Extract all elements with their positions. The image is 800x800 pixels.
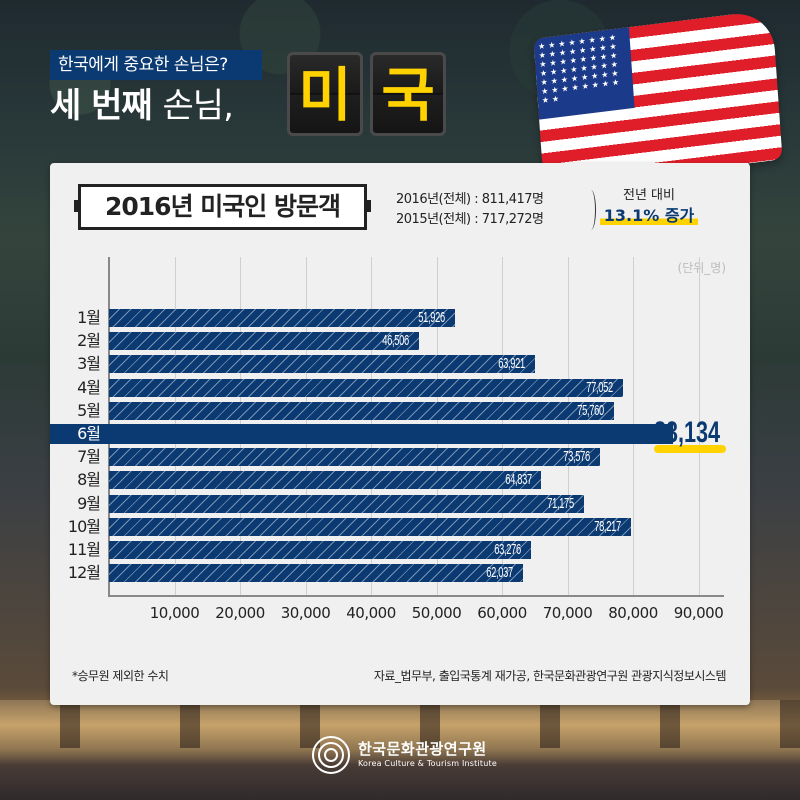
month-label: 7월 <box>77 447 101 467</box>
bar: 63,921 <box>109 355 536 374</box>
background-palace <box>0 700 800 800</box>
flag-stars: ★★★★★★★★★★★★★★★★★★★★★★★★★★★★★★★★★★★★★★★★… <box>533 27 635 120</box>
month-label: 8월 <box>77 470 101 490</box>
month-label: 6월 <box>77 424 101 443</box>
bar: 73,576 <box>109 448 600 467</box>
bar: 63,276 <box>109 541 532 559</box>
x-tick-label: 10,000 <box>149 604 200 622</box>
bar-value-label: 78,217 <box>594 517 621 535</box>
bracket-divider <box>586 190 596 230</box>
yoy-value: 13.1% 증가 <box>599 205 699 227</box>
bar: 77,052 <box>109 378 623 397</box>
flap-char-1: 미 <box>287 52 363 136</box>
month-label: 4월 <box>77 377 101 397</box>
yoy-label: 전년 대비 <box>623 188 675 203</box>
x-tick-label: 60,000 <box>477 604 527 622</box>
footnote: *승무원 제외한 수치 <box>72 669 169 683</box>
month-label: 1월 <box>77 308 101 327</box>
x-tick-label: 90,000 <box>673 604 724 622</box>
bar: 78,217 <box>109 517 631 536</box>
bar-value-label: 75,760 <box>577 401 605 419</box>
bar: 51,926 <box>109 309 456 327</box>
subtitle-tag: 한국에게 중요한 손님은? <box>50 50 262 80</box>
headline-bold: 세 번째 <box>50 86 153 126</box>
source-note: 자료_법무부, 출입국통계 재가공, 한국문화관광연구원 관광지식정보시스템 <box>373 669 727 683</box>
bar-value-label: 73,576 <box>563 448 590 466</box>
logo-name-ko: 한국문화관광연구원 <box>358 740 487 758</box>
month-label: 10월 <box>67 516 101 536</box>
month-label: 3월 <box>77 354 101 374</box>
logo-text: 한국문화관광연구원 Korea Culture & Tourism Instit… <box>358 740 497 770</box>
headline-light: 손님, <box>162 86 234 126</box>
bar-value-label: 77,052 <box>586 378 613 396</box>
bar-value-label: 46,506 <box>382 332 410 350</box>
bar-value-label: 64,837 <box>504 471 532 489</box>
bar-value-label: 63,921 <box>498 355 526 373</box>
x-tick-label: 30,000 <box>280 604 331 622</box>
x-tick-label: 20,000 <box>215 604 265 622</box>
total-2015: 2015년(전체) : 717,272명 <box>396 212 544 227</box>
month-label: 12월 <box>67 563 101 583</box>
flap-char-2: 국 <box>370 52 446 136</box>
x-axis <box>108 595 724 597</box>
logo-name-en: Korea Culture & Tourism Institute <box>358 759 497 768</box>
x-tick-label: 50,000 <box>411 604 462 622</box>
chart-card: 2016년 미국인 방문객 2016년(전체) : 811,417명 2015년… <box>50 163 750 705</box>
us-flag-icon: ★★★★★★★★★★★★★★★★★★★★★★★★★★★★★★★★★★★★★★★★… <box>533 9 783 189</box>
totals: 2016년(전체) : 811,417명 2015년(전체) : 717,272… <box>396 190 544 230</box>
highlight-underline <box>654 445 726 453</box>
bar-value-label: 63,276 <box>494 541 522 558</box>
total-2016: 2016년(전체) : 811,417명 <box>396 192 544 207</box>
institute-logo: 한국문화관광연구원 Korea Culture & Tourism Instit… <box>312 735 497 775</box>
headline: 세 번째 손님, <box>50 84 234 128</box>
bar-value-label: 51,926 <box>418 309 446 326</box>
yoy-change: 전년 대비 13.1% 증가 <box>596 187 702 227</box>
bar: 62,037 <box>109 564 523 583</box>
bar: 64,837 <box>109 471 542 490</box>
month-label: 11월 <box>67 540 101 559</box>
bar-value-label: 62,037 <box>486 564 513 582</box>
x-tick-label: 70,000 <box>542 604 593 622</box>
bar-value-label: 71,175 <box>547 494 574 512</box>
bar-chart: 10,000 20,000 30,000 40,000 50,000 60,000 70,0… <box>50 163 750 705</box>
gridline <box>698 257 700 595</box>
month-label: 5월 <box>77 400 101 420</box>
logo-circle-icon <box>312 736 350 774</box>
bar-highlighted <box>50 424 673 444</box>
chart-title: 2016년 미국인 방문객 <box>74 184 371 230</box>
bar: 75,760 <box>109 401 615 420</box>
month-label: 9월 <box>77 493 101 513</box>
unit-label: (단위_명) <box>677 261 726 275</box>
bar: 71,175 <box>109 494 584 513</box>
x-tick-label: 80,000 <box>608 604 658 622</box>
x-tick-label: 40,000 <box>346 604 396 622</box>
bar: 46,506 <box>109 332 420 351</box>
highlight-value-label: 83,134 <box>654 416 721 449</box>
month-label: 2월 <box>77 331 101 351</box>
